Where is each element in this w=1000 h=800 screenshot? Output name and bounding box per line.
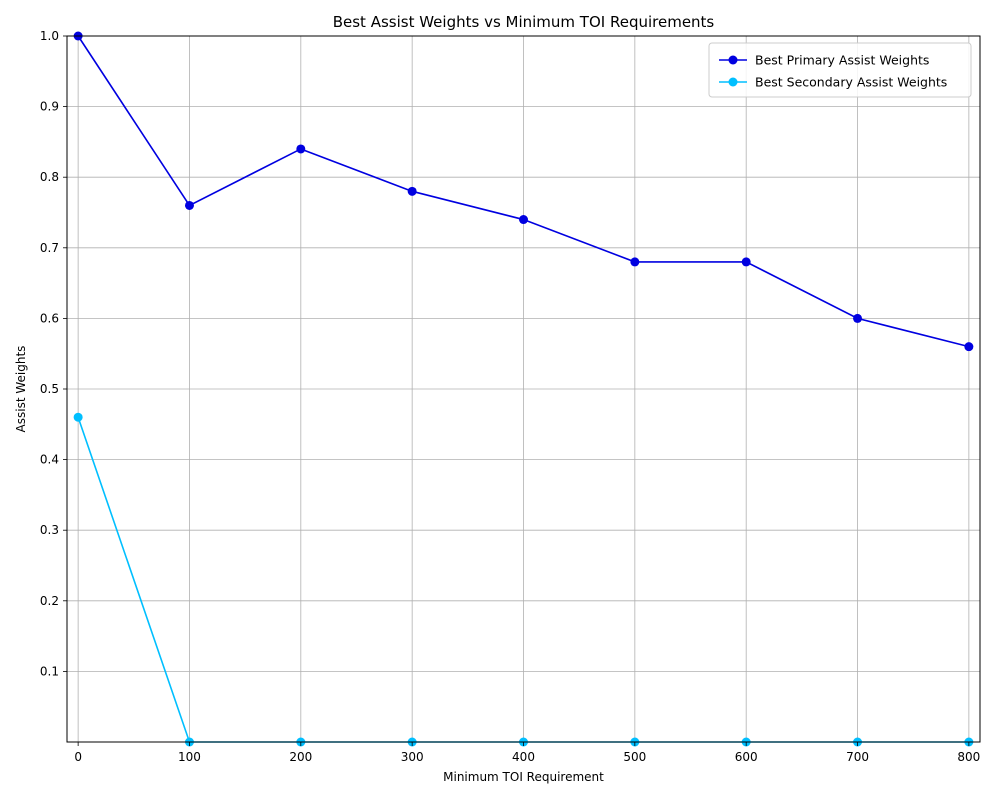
- data-point: [73, 412, 83, 422]
- x-tick-label: 400: [512, 750, 535, 764]
- x-tick-label: 800: [957, 750, 980, 764]
- y-tick-label: 0.5: [40, 382, 59, 396]
- y-axis-label: Assist Weights: [14, 346, 28, 433]
- grid: [67, 35, 980, 742]
- data-point: [964, 342, 974, 352]
- legend-label: Best Secondary Assist Weights: [755, 75, 947, 90]
- x-tick-label: 500: [623, 750, 646, 764]
- y-tick-label: 0.3: [40, 523, 59, 537]
- data-point: [741, 257, 751, 267]
- x-axis-label: Minimum TOI Requirement: [443, 770, 604, 784]
- axis-ticks: 0 100 200 300 400 500 600 700 800 0.1 0.2 0.3 0.4 0.5…: [40, 29, 980, 764]
- x-tick-label: 200: [289, 750, 312, 764]
- legend-item: Best Primary Assist Weights: [719, 53, 929, 68]
- data-point: [630, 257, 640, 267]
- y-tick-label: 0.6: [40, 311, 59, 325]
- y-tick-label: 0.2: [40, 594, 59, 608]
- legend: Best Primary Assist Weights Best Secondar…: [708, 42, 972, 98]
- y-tick-label: 0.4: [40, 453, 59, 467]
- y-tick-label: 0.7: [40, 241, 59, 255]
- y-tick-label: 0.9: [40, 100, 59, 114]
- x-tick-label: 0: [74, 750, 82, 764]
- y-tick-label: 0.1: [40, 664, 59, 678]
- data-point: [519, 215, 528, 225]
- legend-marker: [728, 77, 738, 87]
- x-tick-label: 700: [846, 750, 869, 764]
- x-tick-label: 100: [178, 750, 201, 764]
- y-tick-label: 0.8: [40, 170, 59, 184]
- data-point: [407, 186, 417, 196]
- legend-marker: [728, 55, 738, 65]
- series-1: [73, 31, 974, 352]
- data-point: [184, 200, 194, 210]
- legend-item: Best Secondary Assist Weights: [719, 75, 947, 90]
- legend-label: Best Primary Assist Weights: [755, 53, 929, 68]
- x-tick-label: 600: [735, 750, 758, 764]
- data-point: [853, 313, 863, 323]
- data-point: [296, 144, 306, 154]
- chart-title: Best Assist Weights vs Minimum TOI Requi…: [333, 13, 715, 31]
- y-tick-label: 1.0: [40, 29, 59, 43]
- x-tick-label: 300: [401, 750, 424, 764]
- legend-box: [708, 42, 972, 98]
